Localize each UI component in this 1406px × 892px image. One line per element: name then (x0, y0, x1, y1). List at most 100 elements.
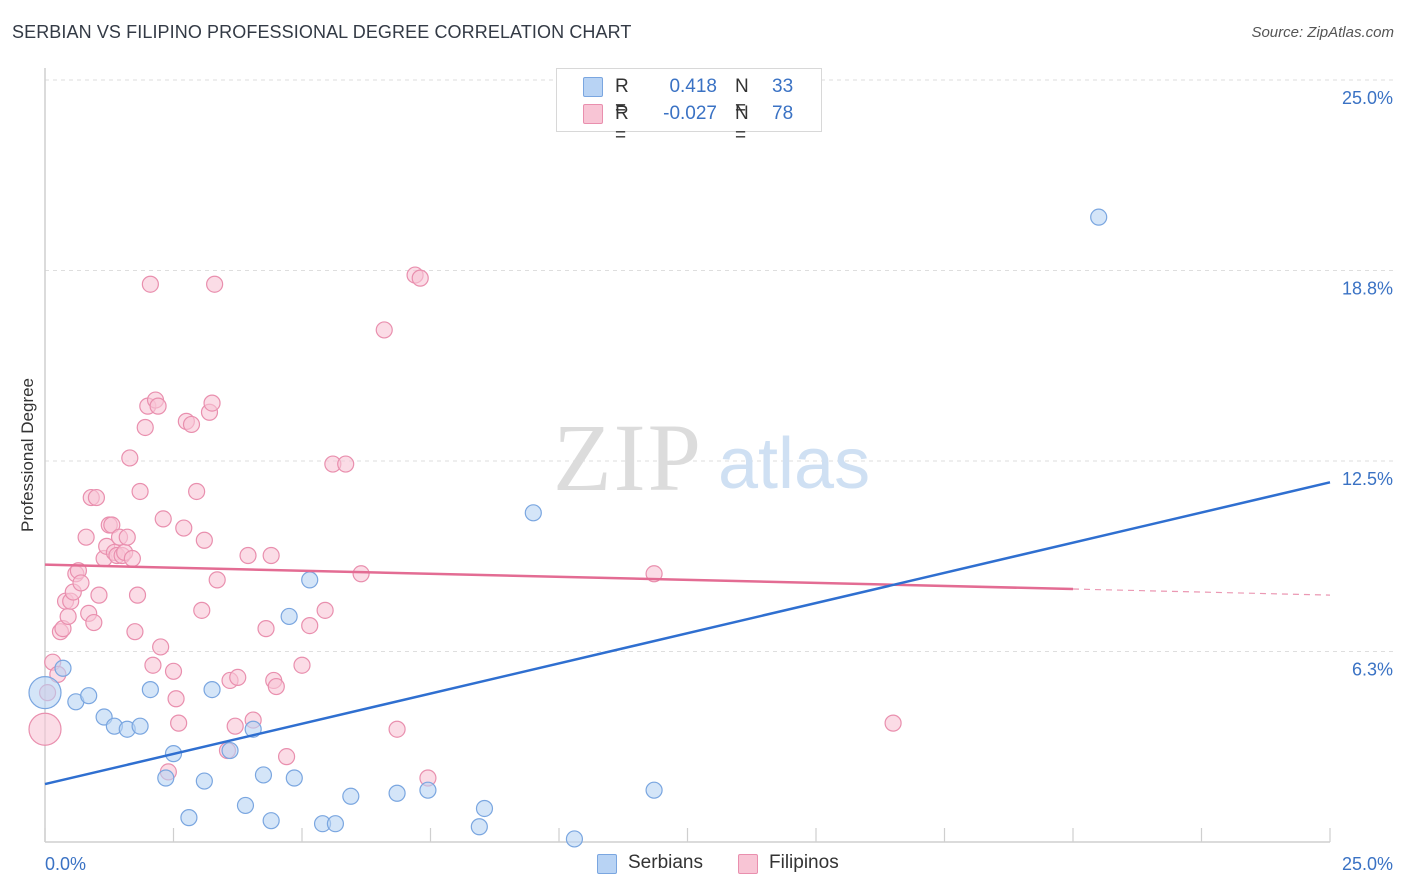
legend-box: R = 0.418 N = 33 R = -0.027 N = 78 (556, 68, 822, 146)
filipino-point (77, 528, 95, 546)
serbian-point (326, 815, 345, 833)
x-tick-label: 0.0% (45, 854, 86, 874)
filipino-point (59, 607, 77, 626)
filipino-point (128, 586, 147, 604)
filipinos-points (28, 266, 902, 787)
legend-n-label: N = (735, 76, 749, 119)
filipino-point (149, 397, 167, 415)
filipino-point (293, 656, 311, 674)
filipino-point (164, 662, 183, 680)
filipino-point (103, 516, 121, 534)
legend-swatch-filipinos (583, 104, 603, 124)
legend-r-label: R = (615, 76, 629, 119)
serbian-point (388, 784, 406, 802)
serbian-point (141, 680, 159, 699)
filipino-point (193, 601, 211, 619)
filipino-point (229, 668, 247, 687)
filipinos-trend-line-dashed (1072, 588, 1331, 596)
filipino-point (208, 571, 226, 589)
serbian-point (475, 799, 494, 818)
serbian-point (285, 769, 303, 787)
legend-n-value: 78 (772, 103, 794, 124)
watermark-zip: ZIP (553, 404, 703, 511)
chart-title: SERBIAN VS FILIPINO PROFESSIONAL DEGREE … (12, 22, 632, 42)
filipino-point (884, 714, 902, 732)
watermark: ZIP atlas (553, 404, 870, 511)
source-label: Source: ZipAtlas.com (1251, 24, 1394, 41)
filipino-point (388, 720, 406, 738)
serbian-point (254, 766, 273, 784)
filipino-point (195, 531, 213, 549)
legend-swatch-serbians (583, 77, 603, 97)
x-tick-label: 25.0% (1342, 854, 1393, 874)
filipino-point (126, 623, 144, 641)
y-tick-label: 25.0% (1342, 88, 1393, 108)
filipino-point (118, 528, 136, 546)
serbian-point (262, 812, 280, 830)
filipino-point (141, 275, 159, 293)
filipino-point (28, 712, 62, 746)
filipinos-trend-line (44, 563, 1074, 591)
y-tick-label: 6.3% (1352, 660, 1393, 680)
serbian-point (203, 680, 221, 699)
filipino-point (226, 717, 244, 735)
serbian-point (301, 571, 319, 589)
filipino-point (121, 449, 139, 467)
filipino-point (411, 269, 429, 287)
serbian-point (645, 781, 663, 799)
filipino-point (352, 565, 370, 583)
filipino-point (375, 321, 393, 339)
filipino-point (267, 677, 285, 696)
bottom-legend-serbians: Serbians (628, 852, 703, 873)
bottom-legend-swatch-filipinos (738, 854, 758, 874)
filipino-point (136, 418, 154, 437)
watermark-atlas: atlas (718, 424, 870, 504)
serbian-point (524, 504, 542, 522)
serbian-point (221, 741, 239, 760)
filipino-point (262, 546, 280, 565)
serbian-point (342, 787, 360, 805)
filipino-point (144, 656, 162, 674)
tick-labels: 25.0% 18.8% 12.5% 6.3% 0.0% 25.0% (45, 88, 1393, 874)
filipino-point (72, 574, 90, 592)
filipino-point (206, 275, 224, 293)
legend-r-value: -0.027 (663, 103, 717, 124)
serbian-point (470, 818, 488, 836)
trend-lines (44, 481, 1331, 786)
serbian-point (157, 769, 175, 787)
filipino-point (87, 488, 106, 507)
bottom-legend-filipinos: Filipinos (769, 852, 839, 873)
serbian-point (28, 676, 62, 710)
serbian-point (54, 659, 72, 677)
legend-n-value: 33 (772, 76, 794, 97)
filipino-point (337, 455, 355, 473)
legend-r-label: R = (615, 103, 629, 146)
serbian-point (1090, 208, 1108, 226)
serbian-point (419, 781, 437, 799)
serbians-trend-line (44, 481, 1331, 786)
legend-n-label: N = (735, 103, 749, 146)
serbian-point (236, 796, 255, 815)
filipino-point (203, 394, 221, 412)
serbians-points (28, 208, 1108, 848)
filipino-point (188, 482, 206, 501)
filipino-point (239, 546, 257, 565)
filipino-point (131, 482, 149, 501)
filipino-point (152, 638, 170, 656)
filipino-point (90, 586, 108, 604)
filipino-point (277, 748, 296, 766)
serbian-point (180, 809, 198, 827)
bottom-legend-swatch-serbians (597, 854, 617, 874)
y-tick-label: 18.8% (1342, 279, 1393, 299)
filipino-point (257, 620, 275, 638)
serbian-point (80, 687, 98, 705)
serbian-point (195, 772, 213, 790)
grid-lines (45, 79, 1395, 652)
y-tick-label: 12.5% (1342, 469, 1393, 489)
serbian-point (565, 830, 584, 848)
filipino-point (182, 415, 201, 434)
filipino-point (85, 613, 103, 632)
serbian-point (280, 607, 298, 626)
legend-r-value: 0.418 (669, 76, 717, 97)
